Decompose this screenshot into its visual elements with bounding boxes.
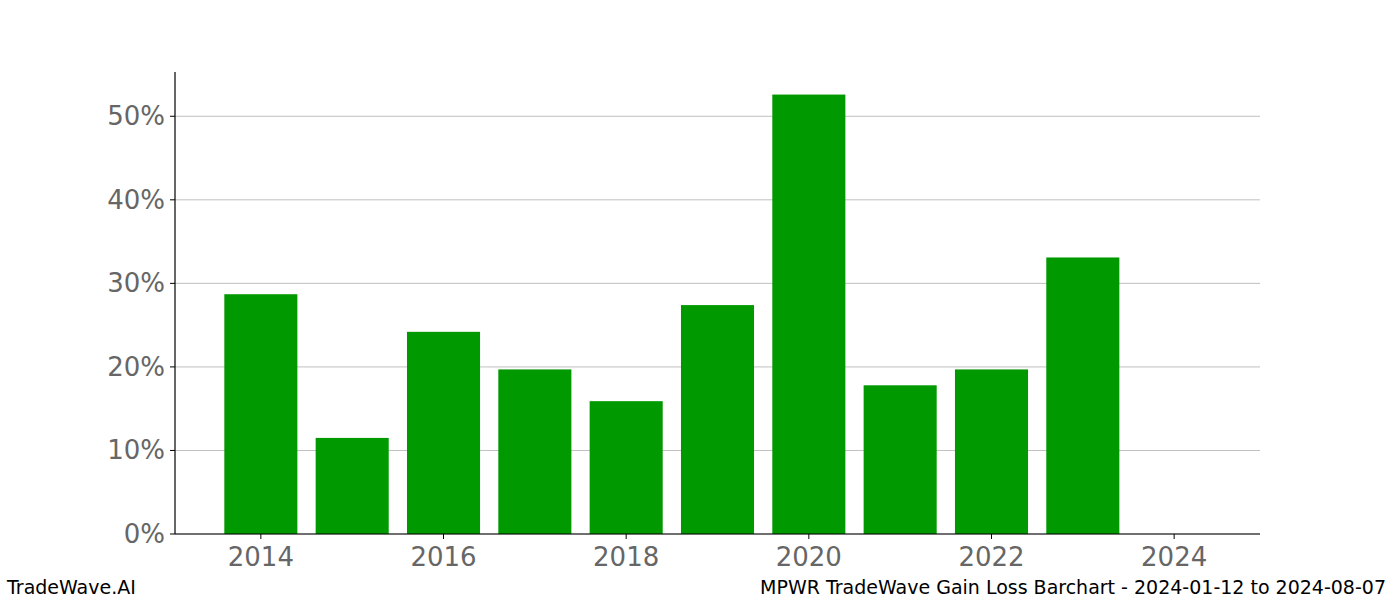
bars xyxy=(224,95,1119,534)
chart: 0% 10% 20% 30% 40% 50% 2014 2016 2018 2020 2022 202… xyxy=(0,0,1400,600)
bar xyxy=(224,294,297,534)
chart-root: 0% 10% 20% 30% 40% 50% 2014 2016 2018 2020 2022 202… xyxy=(0,0,1400,600)
bar xyxy=(955,369,1028,534)
y-tick xyxy=(170,366,175,367)
grid-line xyxy=(175,116,1260,117)
x-tick xyxy=(1174,534,1175,539)
y-tick xyxy=(170,283,175,284)
y-tick xyxy=(170,116,175,117)
y-tick xyxy=(170,199,175,200)
x-tick-label: 2014 xyxy=(228,542,294,572)
x-tick-label: 2018 xyxy=(593,542,659,572)
x-tick-label: 2020 xyxy=(776,542,842,572)
y-tick xyxy=(170,450,175,451)
y-tick-label: 10% xyxy=(107,435,165,465)
y-tick-label: 50% xyxy=(107,101,165,131)
bar xyxy=(498,369,571,534)
y-tick-label: 40% xyxy=(107,185,165,215)
x-tick-label: 2016 xyxy=(410,542,476,572)
x-tick xyxy=(808,534,809,539)
grid-line xyxy=(175,534,1260,535)
bar xyxy=(407,332,480,534)
x-tick-label: 2022 xyxy=(958,542,1024,572)
x-tick xyxy=(626,534,627,539)
y-tick-label: 30% xyxy=(107,268,165,298)
y-tick-label: 0% xyxy=(124,519,165,549)
x-tick xyxy=(443,534,444,539)
bar xyxy=(864,385,937,534)
y-tick-label: 20% xyxy=(107,352,165,382)
bar xyxy=(772,95,845,534)
bar xyxy=(681,305,754,534)
footer-text: TradeWave.AI xyxy=(6,576,136,598)
footer-text: MPWR TradeWave Gain Loss Barchart - 2024… xyxy=(760,576,1386,598)
bar xyxy=(1046,257,1119,534)
x-tick-label: 2024 xyxy=(1141,542,1207,572)
x-axis-line xyxy=(175,533,1260,534)
bar xyxy=(316,438,389,534)
grid-line xyxy=(175,199,1260,200)
y-tick xyxy=(170,534,175,535)
bar xyxy=(590,401,663,534)
y-axis-line xyxy=(174,72,175,534)
x-tick xyxy=(260,534,261,539)
x-tick xyxy=(991,534,992,539)
